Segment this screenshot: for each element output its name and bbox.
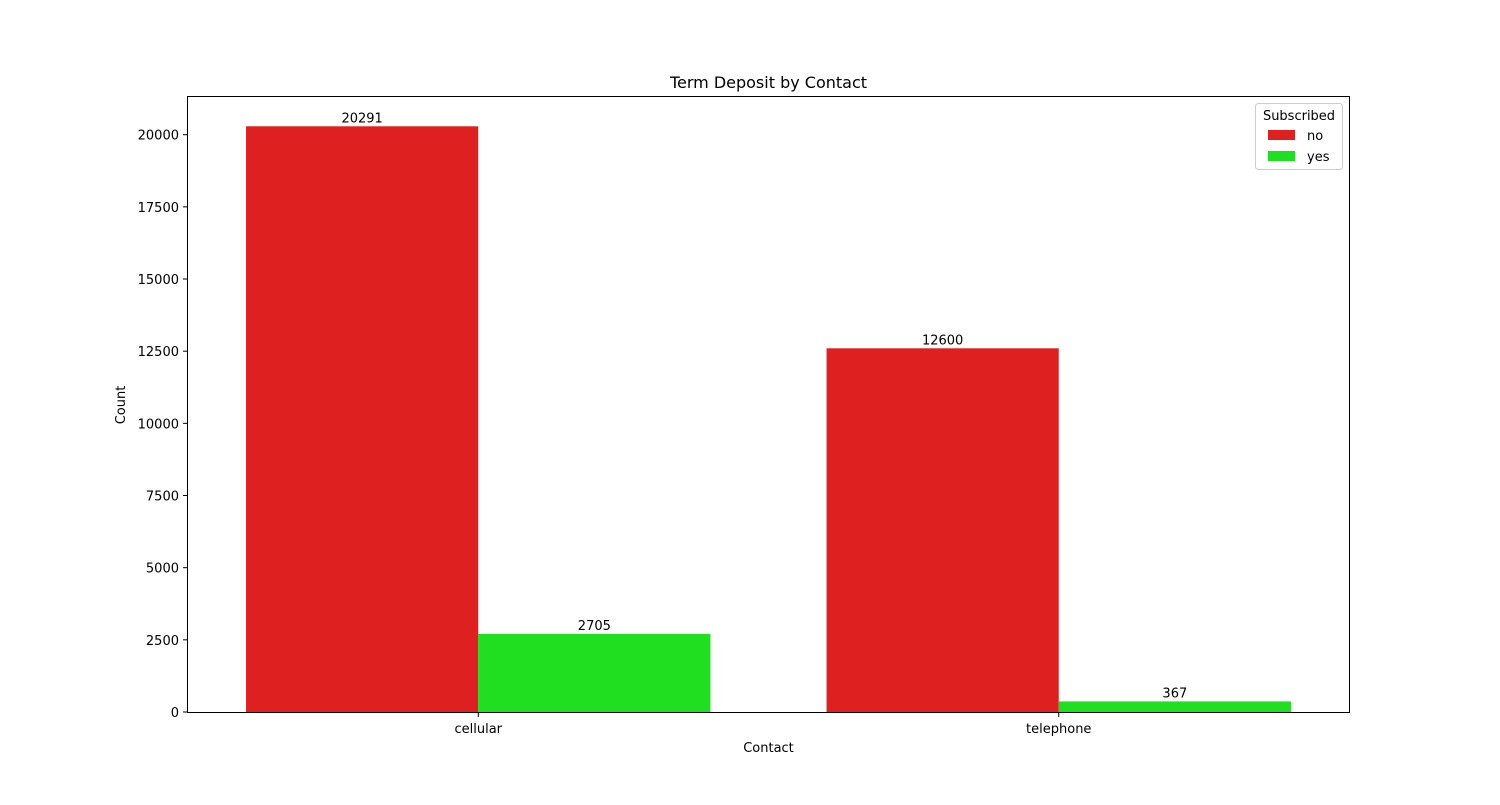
legend-entries: no yes [1268, 129, 1330, 165]
y-tick-label: 2500 [146, 634, 179, 649]
y-tick-label: 7500 [146, 490, 179, 505]
y-tick-label: 17500 [138, 201, 179, 216]
bar-no-telephone [826, 348, 1059, 712]
chart-title: Term Deposit by Contact [669, 73, 867, 92]
bar-yes-cellular [478, 633, 711, 712]
y-axis: 0 2500 5000 7500 10000 12500 15000 17500 20000 [138, 129, 188, 721]
y-axis-label: Count [114, 386, 129, 425]
x-axis: cellular telephone [454, 712, 1091, 737]
plot-frame [187, 96, 1350, 713]
legend: Subscribed no yes [1255, 103, 1343, 170]
x-tick-label-cellular: cellular [454, 722, 502, 737]
data-label-yes-telephone: 367 [1162, 686, 1187, 701]
y-tick-label: 0 [171, 706, 179, 721]
legend-swatch-yes [1268, 151, 1295, 161]
data-label-no-telephone: 12600 [922, 333, 963, 348]
x-axis-label: Contact [743, 741, 794, 756]
bar-no-cellular [246, 126, 479, 712]
bar-yes-telephone [1058, 701, 1291, 712]
y-tick-label: 10000 [138, 417, 179, 432]
legend-swatch-no [1268, 130, 1295, 140]
y-tick-label: 20000 [138, 129, 179, 144]
data-labels-layer: 20291 12600 2705 367 [341, 111, 1187, 701]
x-tick-label-telephone: telephone [1026, 722, 1091, 737]
legend-label-yes: yes [1307, 150, 1330, 165]
y-tick-label: 12500 [138, 345, 179, 360]
y-tick-label: 5000 [146, 562, 179, 577]
y-tick-label: 15000 [138, 273, 179, 288]
data-label-no-cellular: 20291 [341, 111, 382, 126]
data-label-yes-cellular: 2705 [578, 619, 611, 634]
bars-layer [246, 126, 1291, 712]
legend-label-no: no [1307, 129, 1323, 144]
legend-title: Subscribed [1263, 109, 1335, 124]
